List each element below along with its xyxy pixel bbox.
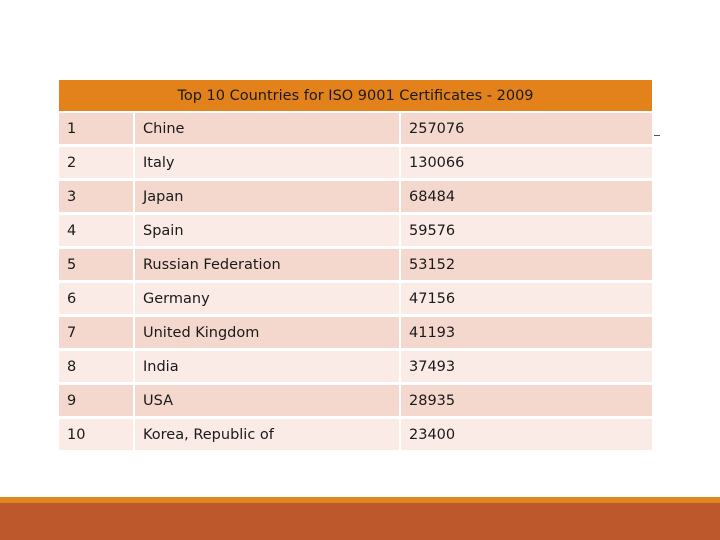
table-row: 1 Chine 257076: [59, 113, 652, 147]
value-cell: 28935: [401, 385, 652, 419]
country-cell: Russian Federation: [135, 249, 401, 283]
table-title: Top 10 Countries for ISO 9001 Certificat…: [59, 80, 652, 113]
country-cell: Spain: [135, 215, 401, 249]
table-row: 3 Japan 68484: [59, 181, 652, 215]
value-cell: 68484: [401, 181, 652, 215]
rank-cell: 5: [59, 249, 135, 283]
table-row: 2 Italy 130066: [59, 147, 652, 181]
country-cell: Japan: [135, 181, 401, 215]
value-cell: 130066: [401, 147, 652, 181]
table-row: 7 United Kingdom 41193: [59, 317, 652, 351]
value-cell: 23400: [401, 419, 652, 450]
rank-cell: 4: [59, 215, 135, 249]
value-cell: 47156: [401, 283, 652, 317]
country-cell: Chine: [135, 113, 401, 147]
table-row: 8 India 37493: [59, 351, 652, 385]
rank-cell: 3: [59, 181, 135, 215]
rank-cell: 7: [59, 317, 135, 351]
footer-bar: [0, 503, 720, 540]
value-cell: 257076: [401, 113, 652, 147]
value-cell: 41193: [401, 317, 652, 351]
rank-cell: 9: [59, 385, 135, 419]
country-cell: India: [135, 351, 401, 385]
value-cell: 37493: [401, 351, 652, 385]
country-cell: Germany: [135, 283, 401, 317]
table-row: 10 Korea, Republic of 23400: [59, 419, 652, 450]
table-row: 5 Russian Federation 53152: [59, 249, 652, 283]
country-cell: United Kingdom: [135, 317, 401, 351]
value-cell: 59576: [401, 215, 652, 249]
rank-cell: 2: [59, 147, 135, 181]
rank-cell: 8: [59, 351, 135, 385]
table-row: 4 Spain 59576: [59, 215, 652, 249]
edge-tick-mark: [654, 135, 660, 136]
footer-accent-stripe: [0, 497, 720, 503]
rank-cell: 1: [59, 113, 135, 147]
certificates-table: Top 10 Countries for ISO 9001 Certificat…: [59, 80, 652, 450]
country-cell: USA: [135, 385, 401, 419]
rank-cell: 6: [59, 283, 135, 317]
rank-cell: 10: [59, 419, 135, 450]
country-cell: Korea, Republic of: [135, 419, 401, 450]
table-header-row: Top 10 Countries for ISO 9001 Certificat…: [59, 80, 652, 113]
table-row: 6 Germany 47156: [59, 283, 652, 317]
value-cell: 53152: [401, 249, 652, 283]
table-row: 9 USA 28935: [59, 385, 652, 419]
country-cell: Italy: [135, 147, 401, 181]
